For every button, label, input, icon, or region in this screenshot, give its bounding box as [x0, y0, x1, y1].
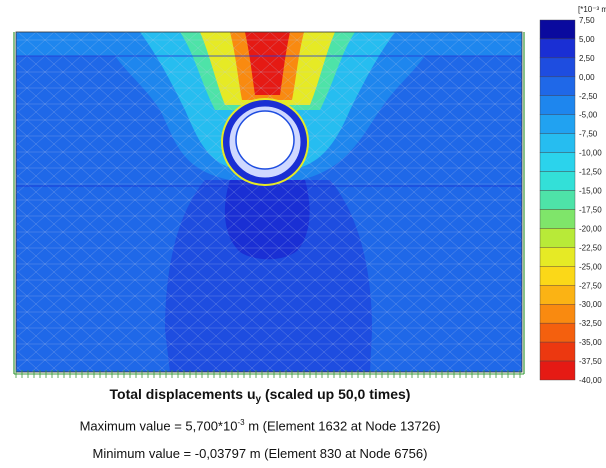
colorbar-bin — [539, 247, 576, 267]
soil-domain — [16, 32, 522, 372]
colorbar-bin — [539, 285, 576, 305]
max-suffix: m (Element 1632 at Node 13726) — [244, 418, 441, 434]
colorbar-bin — [539, 228, 576, 248]
colorbar-label: -5,00 — [579, 111, 598, 120]
colorbar-label: -40,00 — [579, 376, 602, 385]
colorbar-label: -30,00 — [579, 300, 602, 309]
colorbar-bin — [539, 304, 576, 324]
colorbar-label: 7,50 — [579, 16, 595, 25]
colorbar-label: -12,50 — [579, 168, 602, 177]
title-subscript: y — [255, 394, 262, 405]
colorbar-label: 2,50 — [579, 54, 595, 63]
colorbar-bin — [539, 57, 576, 78]
colorbar-label: -2,50 — [579, 92, 598, 101]
bottom-fixity-ticks — [14, 370, 524, 378]
colorbar: [*10⁻³ m] 7,50 5,00 2,50 0,00 -2,50 -5,00 -7,5… — [539, 5, 606, 385]
colorbar-label: -7,50 — [579, 130, 598, 139]
colorbar-bin — [539, 341, 576, 362]
colorbar-label: -27,50 — [579, 281, 602, 290]
mesh-overlay — [16, 32, 522, 372]
tunnel — [221, 98, 309, 186]
colorbar-bin — [539, 38, 576, 59]
colorbar-bin — [539, 360, 576, 381]
colorbar-label: -25,00 — [579, 262, 602, 271]
colorbar-bin — [539, 322, 576, 343]
title-main: Total displacements u — [109, 386, 256, 402]
colorbar-label: -22,50 — [579, 243, 602, 252]
colorbar-label: -37,50 — [579, 357, 602, 366]
colorbar-bin — [539, 19, 576, 40]
colorbar-bin — [539, 171, 576, 191]
max-exponent: -3 — [237, 418, 245, 427]
colorbar-label: -10,00 — [579, 149, 602, 158]
colorbar-bin — [539, 190, 576, 210]
colorbar-bin — [539, 266, 576, 286]
colorbar-bin — [539, 133, 576, 153]
colorbar-label: 5,00 — [579, 35, 595, 44]
title-rest: (scaled up 50,0 times) — [261, 386, 411, 402]
colorbar-label: -35,00 — [579, 338, 602, 347]
colorbar-bin — [539, 152, 576, 172]
colorbar-bin — [539, 95, 576, 115]
colorbar-bin — [539, 209, 576, 229]
max-prefix: Maximum value = 5,700*10 — [79, 418, 238, 434]
colorbar-label: -20,00 — [579, 224, 602, 233]
colorbar-label: -15,00 — [579, 187, 602, 196]
colorbar-label: -17,50 — [579, 205, 602, 214]
plot-title: Total displacements uy (scaled up 50,0 t… — [0, 386, 520, 405]
colorbar-label: 0,00 — [579, 73, 595, 82]
colorbar-bin — [539, 114, 576, 134]
colorbar-unit: [*10⁻³ m] — [578, 5, 606, 14]
domain-border — [15, 31, 523, 373]
minimum-value-line: Minimum value = -0,03797 m (Element 830 … — [92, 446, 428, 461]
maximum-value-line: Maximum value = 5,700*10-3 m (Element 16… — [0, 418, 520, 433]
colorbar-label: -32,50 — [579, 319, 602, 328]
colorbar-bin — [539, 76, 576, 96]
tunnel-opening — [235, 110, 295, 170]
